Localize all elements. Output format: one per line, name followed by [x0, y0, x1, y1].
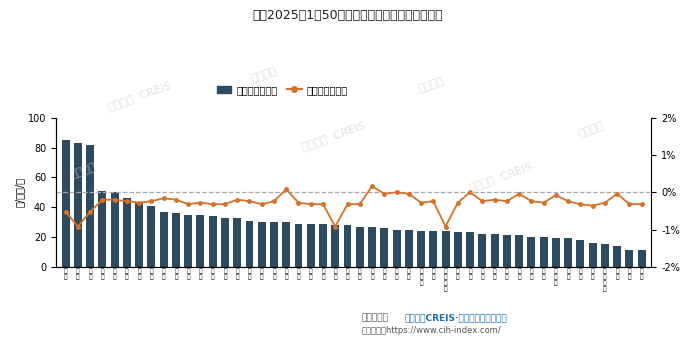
Bar: [613, 246, 621, 267]
Text: 中指数据: 中指数据: [70, 161, 97, 180]
Bar: [368, 226, 376, 267]
Text: 市场监测：https://www.cih-index.com/: 市场监测：https://www.cih-index.com/: [361, 326, 501, 335]
Bar: [62, 140, 70, 267]
Bar: [466, 233, 474, 267]
Bar: [515, 236, 523, 267]
Bar: [184, 214, 193, 267]
Bar: [123, 198, 131, 267]
Bar: [306, 224, 315, 267]
Bar: [404, 229, 413, 267]
Text: 中指数据  CREIS: 中指数据 CREIS: [106, 79, 172, 112]
Text: 中指数据: 中指数据: [577, 120, 605, 139]
Bar: [502, 236, 511, 267]
Bar: [491, 234, 498, 267]
Bar: [147, 206, 156, 267]
Bar: [589, 243, 596, 267]
Bar: [380, 228, 389, 267]
Bar: [136, 203, 143, 267]
Bar: [528, 237, 535, 267]
Bar: [270, 222, 278, 267]
Bar: [160, 212, 167, 267]
Text: 中指数据  CREIS: 中指数据 CREIS: [468, 161, 533, 193]
Bar: [295, 224, 302, 267]
Bar: [245, 221, 254, 267]
Bar: [626, 250, 633, 267]
Bar: [430, 231, 437, 267]
Text: 中指数据CREIS·租赁版（点击查看）: 中指数据CREIS·租赁版（点击查看）: [404, 313, 507, 322]
Bar: [319, 224, 327, 267]
Bar: [208, 216, 217, 267]
Bar: [221, 218, 229, 267]
Text: 中指数据  CREIS: 中指数据 CREIS: [301, 120, 366, 152]
Bar: [637, 250, 646, 267]
Y-axis label: 元/平米/月: 元/平米/月: [15, 177, 25, 207]
Bar: [417, 231, 425, 267]
Bar: [99, 191, 106, 267]
Bar: [282, 222, 291, 267]
Text: 图：2025年1月50个城市住宅平均租金及环比涨跌: 图：2025年1月50个城市住宅平均租金及环比涨跌: [252, 9, 443, 21]
Bar: [356, 226, 363, 267]
Bar: [343, 225, 352, 267]
Bar: [111, 192, 119, 267]
Text: 中指数据: 中指数据: [250, 66, 278, 84]
Bar: [478, 234, 486, 267]
Bar: [601, 244, 609, 267]
Bar: [564, 238, 572, 267]
Text: 数据来源：: 数据来源：: [361, 313, 389, 322]
Text: 中指数据: 中指数据: [417, 76, 445, 94]
Bar: [454, 233, 461, 267]
Bar: [441, 231, 450, 267]
Bar: [552, 238, 559, 267]
Bar: [576, 240, 584, 267]
Bar: [234, 218, 241, 267]
Bar: [332, 225, 339, 267]
Legend: 平均租金（左）, 环比涨跌（右）: 平均租金（左）, 环比涨跌（右）: [213, 81, 352, 99]
Bar: [74, 143, 82, 267]
Bar: [172, 213, 180, 267]
Bar: [86, 145, 94, 267]
Bar: [539, 237, 548, 267]
Bar: [258, 222, 265, 267]
Bar: [393, 229, 400, 267]
Bar: [197, 214, 204, 267]
